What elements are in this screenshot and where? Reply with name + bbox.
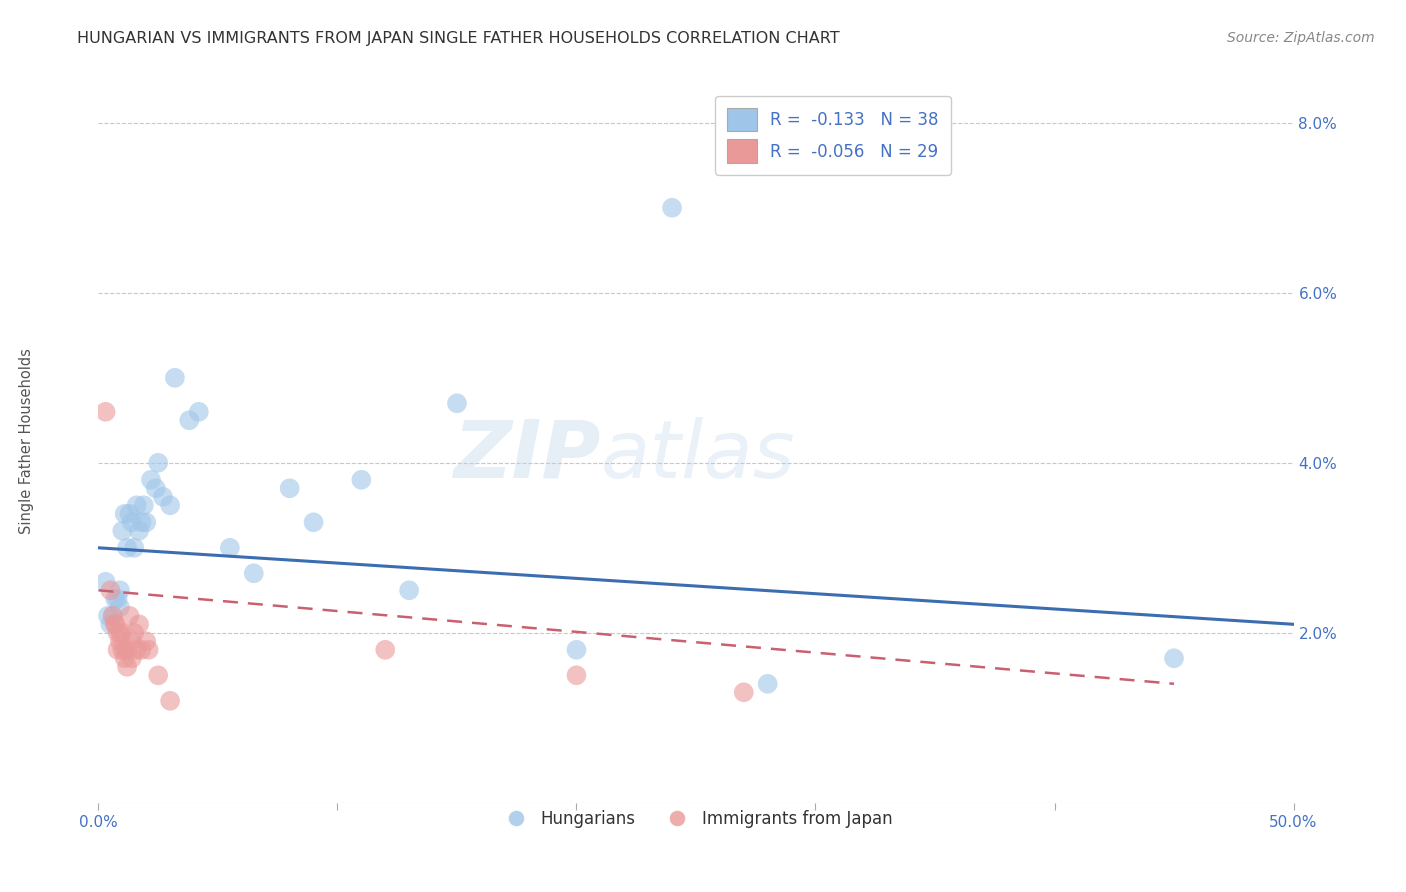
Point xyxy=(124,541,146,555)
Point xyxy=(114,507,136,521)
Point xyxy=(302,516,325,530)
Point xyxy=(278,481,301,495)
Point xyxy=(139,473,162,487)
Point xyxy=(152,490,174,504)
Point xyxy=(128,524,150,538)
Point xyxy=(108,600,131,615)
Point xyxy=(107,625,129,640)
Point xyxy=(118,507,141,521)
Point xyxy=(187,405,209,419)
Point xyxy=(108,625,131,640)
Text: Source: ZipAtlas.com: Source: ZipAtlas.com xyxy=(1227,31,1375,45)
Point xyxy=(565,668,588,682)
Point xyxy=(398,583,420,598)
Point xyxy=(159,694,181,708)
Point xyxy=(94,405,117,419)
Point xyxy=(114,651,136,665)
Point xyxy=(98,617,122,632)
Point xyxy=(446,396,468,410)
Point xyxy=(101,608,124,623)
Point xyxy=(104,591,127,606)
Point xyxy=(219,541,242,555)
Point xyxy=(98,583,122,598)
Point xyxy=(131,642,153,657)
Point xyxy=(108,583,131,598)
Text: atlas: atlas xyxy=(600,417,796,495)
Point xyxy=(104,617,127,632)
Point xyxy=(111,642,134,657)
Point xyxy=(661,201,683,215)
Point xyxy=(1163,651,1185,665)
Point xyxy=(138,642,160,657)
Text: Single Father Households: Single Father Households xyxy=(20,349,34,534)
Point xyxy=(148,668,170,682)
Point xyxy=(132,498,155,512)
Text: ZIP: ZIP xyxy=(453,417,600,495)
Point xyxy=(243,566,266,581)
Point xyxy=(125,498,148,512)
Point xyxy=(125,642,148,657)
Point xyxy=(135,634,157,648)
Point xyxy=(135,516,157,530)
Point xyxy=(148,456,170,470)
Point xyxy=(733,685,755,699)
Point xyxy=(118,608,141,623)
Point xyxy=(115,660,138,674)
Point xyxy=(115,642,138,657)
Point xyxy=(756,677,779,691)
Point xyxy=(179,413,201,427)
Point xyxy=(121,651,143,665)
Point xyxy=(104,617,127,632)
Point xyxy=(108,634,131,648)
Point xyxy=(124,625,146,640)
Point xyxy=(159,498,181,512)
Point xyxy=(107,642,129,657)
Point xyxy=(121,634,143,648)
Point xyxy=(145,481,167,495)
Point xyxy=(111,625,134,640)
Point xyxy=(111,524,134,538)
Legend: Hungarians, Immigrants from Japan: Hungarians, Immigrants from Japan xyxy=(492,803,900,834)
Point xyxy=(131,516,153,530)
Point xyxy=(97,608,120,623)
Point xyxy=(101,608,124,623)
Point xyxy=(350,473,373,487)
Point xyxy=(107,591,129,606)
Point xyxy=(163,371,186,385)
Point xyxy=(121,516,143,530)
Text: HUNGARIAN VS IMMIGRANTS FROM JAPAN SINGLE FATHER HOUSEHOLDS CORRELATION CHART: HUNGARIAN VS IMMIGRANTS FROM JAPAN SINGL… xyxy=(77,31,839,46)
Point xyxy=(114,642,136,657)
Point xyxy=(128,617,150,632)
Point xyxy=(565,642,588,657)
Point xyxy=(115,541,138,555)
Point xyxy=(94,574,117,589)
Point xyxy=(374,642,396,657)
